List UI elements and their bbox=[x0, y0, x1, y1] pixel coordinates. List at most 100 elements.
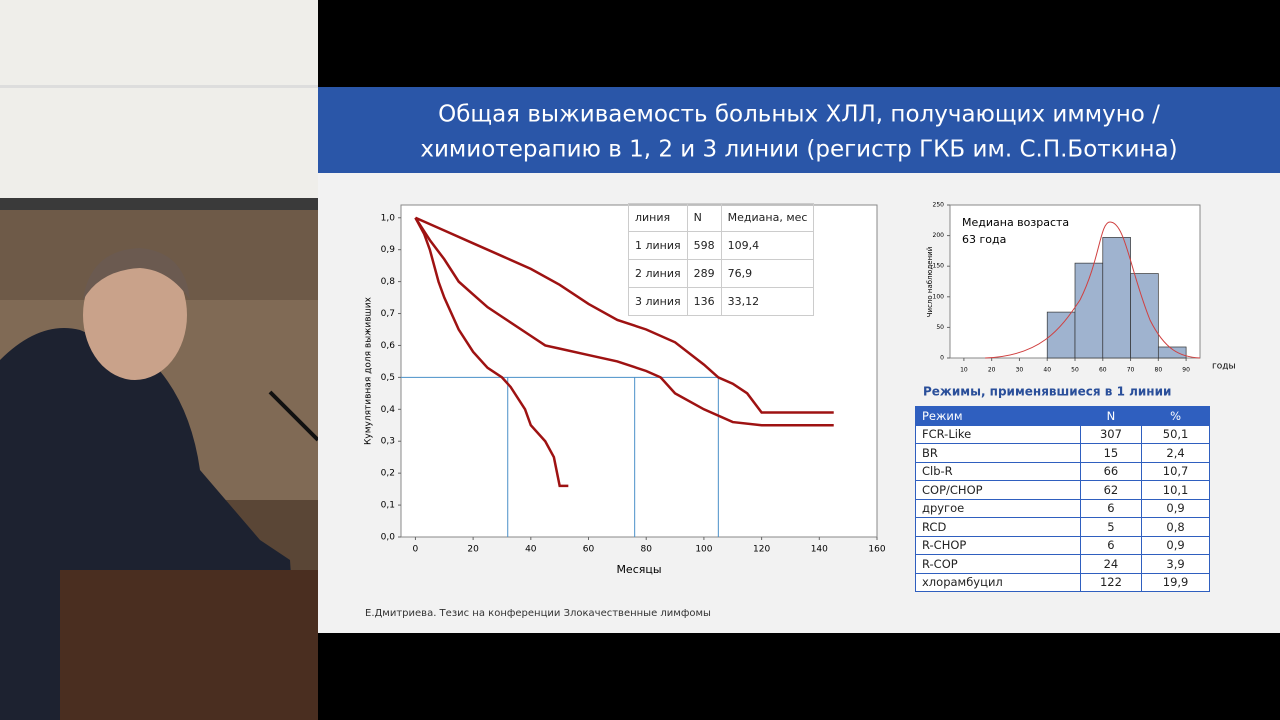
cell: 10,1 bbox=[1141, 480, 1210, 500]
hair bbox=[83, 248, 190, 300]
microphone bbox=[268, 390, 320, 442]
annotation: Медиана возраста bbox=[962, 216, 1069, 229]
row: другое 6 0,9 bbox=[915, 498, 1210, 518]
y-tick-label: 0,2 bbox=[381, 469, 395, 479]
cell: хлорамбуцил bbox=[915, 572, 1081, 592]
rail bbox=[0, 198, 318, 210]
x-tick-label: 90 bbox=[1182, 367, 1190, 374]
annotation: 63 года bbox=[962, 233, 1006, 246]
cell: 15 bbox=[1079, 443, 1143, 463]
y-tick-label: 200 bbox=[933, 232, 945, 239]
y-tick-label: 0,8 bbox=[381, 277, 396, 287]
row: R-COP 24 3,9 bbox=[915, 554, 1210, 574]
x-tick-label: 10 bbox=[960, 367, 968, 374]
cell: 24 bbox=[1079, 554, 1143, 574]
cell: 6 bbox=[1079, 498, 1143, 518]
row: Режим N% bbox=[915, 406, 1210, 426]
cell: 0,9 bbox=[1141, 535, 1210, 555]
table-title: Режимы, применявшиеся в 1 линии bbox=[923, 385, 1171, 399]
y-tick-label: 0,7 bbox=[381, 309, 395, 319]
cell: N bbox=[1079, 406, 1143, 426]
cell: R-CHOP bbox=[915, 535, 1081, 555]
y-tick-label: 0,1 bbox=[381, 501, 395, 511]
cell: 19,9 bbox=[1141, 572, 1210, 592]
cell: 6 bbox=[1079, 535, 1143, 555]
cell: % bbox=[1141, 406, 1210, 426]
row: 1 линия 598 109,4 bbox=[628, 231, 815, 260]
line bbox=[0, 85, 318, 88]
cell: 5 bbox=[1079, 517, 1143, 537]
x-tick-label: 40 bbox=[1043, 367, 1051, 374]
y-tick-label: 0,4 bbox=[381, 405, 396, 415]
cell: 50,1 bbox=[1141, 424, 1210, 444]
row: 2 линия 289 76,9 bbox=[628, 259, 815, 288]
podium bbox=[60, 570, 318, 720]
y-tick-label: 0,3 bbox=[381, 437, 395, 447]
x-tick-label: 30 bbox=[1016, 367, 1024, 374]
cell: Медиана, мес bbox=[720, 203, 815, 232]
cell: другое bbox=[915, 498, 1081, 518]
cell: 3 линия bbox=[628, 287, 688, 316]
y-tick-label: 0,6 bbox=[381, 341, 396, 351]
slide-banner bbox=[318, 87, 1280, 173]
cell: RCD bbox=[915, 517, 1081, 537]
cell: 2,4 bbox=[1141, 443, 1210, 463]
row: R-CHOP 6 0,9 bbox=[915, 535, 1210, 555]
cell: 66 bbox=[1079, 461, 1143, 481]
slide-title: химиотерапию в 1, 2 и 3 линии (регистр Г… bbox=[420, 137, 1177, 163]
row: 3 линия 136 33,12 bbox=[628, 287, 815, 316]
cell: 0,8 bbox=[1141, 517, 1210, 537]
y-tick-label: 0,0 bbox=[381, 533, 396, 543]
cell: Режим bbox=[915, 406, 1081, 426]
survival-curve bbox=[414, 216, 834, 414]
cell: Clb-R bbox=[915, 461, 1081, 481]
row: RCD 5 0,8 bbox=[915, 517, 1210, 537]
y-tick-label: 250 bbox=[933, 202, 945, 209]
cell: 122 bbox=[1079, 572, 1143, 592]
cell: BR bbox=[915, 443, 1081, 463]
hist-bar bbox=[1102, 237, 1131, 359]
hist-bar bbox=[1130, 273, 1159, 359]
slide-title: Общая выживаемость больных ХЛЛ, получающ… bbox=[438, 102, 1160, 128]
x-axis-label: годы bbox=[1212, 362, 1236, 372]
cell: 3,9 bbox=[1141, 554, 1210, 574]
cell: 76,9 bbox=[720, 259, 815, 288]
x-tick-label: 140 bbox=[811, 545, 828, 555]
y-tick-label: 150 bbox=[933, 263, 945, 270]
y-tick-label: 0 bbox=[940, 355, 944, 362]
cell: 136 bbox=[686, 287, 722, 316]
x-tick-label: 80 bbox=[1155, 367, 1163, 374]
survival-curve bbox=[414, 217, 569, 488]
regimens-table: Режим N% FCR-Like 307 50,1 BR 15 2,4 Clb-R 66 10,7… bbox=[915, 406, 1210, 592]
cell: FCR-Like bbox=[915, 424, 1081, 444]
y-tick-label: 1,0 bbox=[381, 213, 396, 223]
x-tick-label: 60 bbox=[1099, 367, 1107, 374]
cell: 1 линия bbox=[628, 231, 688, 260]
row: хлорамбуцил 122 19,9 bbox=[915, 572, 1210, 592]
hist-bar bbox=[1157, 346, 1187, 359]
y-tick-label: 0,5 bbox=[381, 373, 395, 383]
x-tick-label: 70 bbox=[1127, 367, 1135, 374]
cell: N bbox=[686, 203, 722, 232]
x-tick-label: 80 bbox=[640, 545, 652, 555]
cell: 10,7 bbox=[1141, 461, 1210, 481]
y-axis-label: Число наблюдений bbox=[926, 247, 934, 318]
row: FCR-Like 307 50,1 bbox=[915, 424, 1210, 444]
cell: R-COP bbox=[915, 554, 1081, 574]
y-tick-label: 0,9 bbox=[381, 245, 396, 255]
cell: COP/CHOP bbox=[915, 480, 1081, 500]
x-tick-label: 0 bbox=[413, 545, 419, 555]
x-tick-label: 20 bbox=[988, 367, 996, 374]
cell: 2 линия bbox=[628, 259, 688, 288]
x-tick-label: 20 bbox=[467, 545, 479, 555]
row: COP/CHOP 62 10,1 bbox=[915, 480, 1210, 500]
y-axis-label: Кумулятивная доля выживших bbox=[364, 296, 374, 445]
screen-wall bbox=[0, 0, 318, 200]
normal-fit bbox=[984, 221, 1201, 359]
cell: 33,12 bbox=[720, 287, 815, 316]
cell: 109,4 bbox=[720, 231, 815, 260]
x-tick-label: 160 bbox=[868, 545, 885, 555]
cell: 307 bbox=[1079, 424, 1143, 444]
